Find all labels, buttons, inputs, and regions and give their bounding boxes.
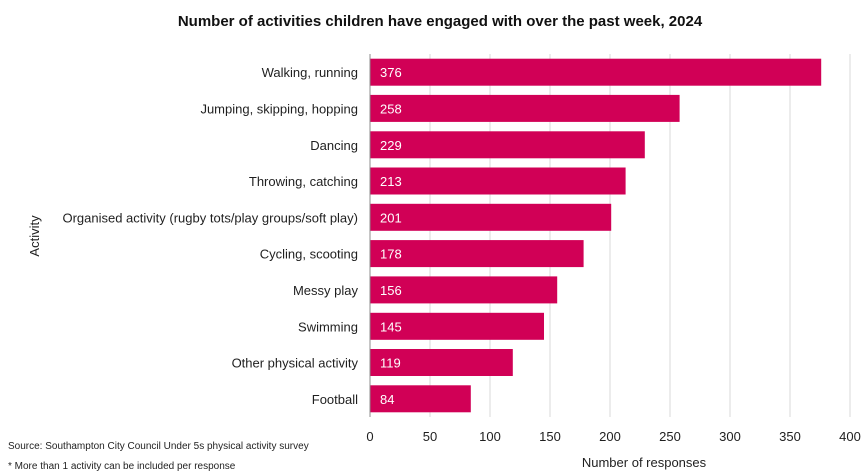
bar: [370, 94, 680, 122]
data-label: 145: [380, 319, 402, 334]
category-label: Organised activity (rugby tots/play grou…: [62, 210, 358, 225]
bar: [370, 276, 558, 304]
x-tick-label: 0: [366, 429, 373, 444]
data-label: 213: [380, 174, 402, 189]
footnote: * More than 1 activity can be included p…: [8, 461, 236, 472]
bar: [370, 167, 626, 195]
data-label: 119: [380, 356, 401, 371]
x-tick-label: 50: [423, 429, 437, 444]
bar: [370, 58, 822, 86]
category-labels: Walking, running Jumping, skipping, hoppi…: [62, 65, 358, 407]
category-label: Swimming: [298, 319, 358, 334]
category-label: Football: [312, 392, 358, 407]
x-tick-label: 400: [839, 429, 861, 444]
category-label: Cycling, scooting: [260, 247, 358, 262]
x-tick-label: 200: [599, 429, 621, 444]
data-label: 376: [380, 65, 402, 80]
bar: [370, 240, 584, 268]
x-tick-label: 250: [659, 429, 681, 444]
category-label: Jumping, skipping, hopping: [200, 101, 358, 116]
bar: [370, 131, 645, 159]
data-label: 84: [380, 392, 394, 407]
chart-title: Number of activities children have engag…: [178, 13, 703, 30]
category-label: Walking, running: [262, 65, 358, 80]
data-label: 178: [380, 247, 402, 262]
bar: [370, 385, 471, 413]
x-tick-label: 150: [539, 429, 561, 444]
data-label: 258: [380, 101, 402, 116]
x-axis-title: Number of responses: [582, 455, 707, 470]
bar: [370, 349, 513, 376]
x-tick-label: 300: [719, 429, 741, 444]
bars: 376 258 229 213 201 178 156 145 119 84: [370, 58, 822, 413]
category-label: Messy play: [293, 283, 359, 298]
x-axis-ticks: 0 50 100 150 200 250 300 350 400: [366, 429, 860, 444]
data-label: 156: [380, 283, 402, 298]
bar: [370, 203, 612, 231]
bar: [370, 312, 544, 340]
source-note: Source: Southampton City Council Under 5…: [8, 441, 309, 452]
x-tick-label: 350: [779, 429, 801, 444]
category-label: Other physical activity: [232, 356, 359, 371]
data-label: 229: [380, 138, 402, 153]
x-tick-label: 100: [479, 429, 501, 444]
y-axis-title: Activity: [27, 215, 42, 257]
data-label: 201: [380, 210, 402, 225]
category-label: Throwing, catching: [249, 174, 358, 189]
category-label: Dancing: [310, 138, 358, 153]
